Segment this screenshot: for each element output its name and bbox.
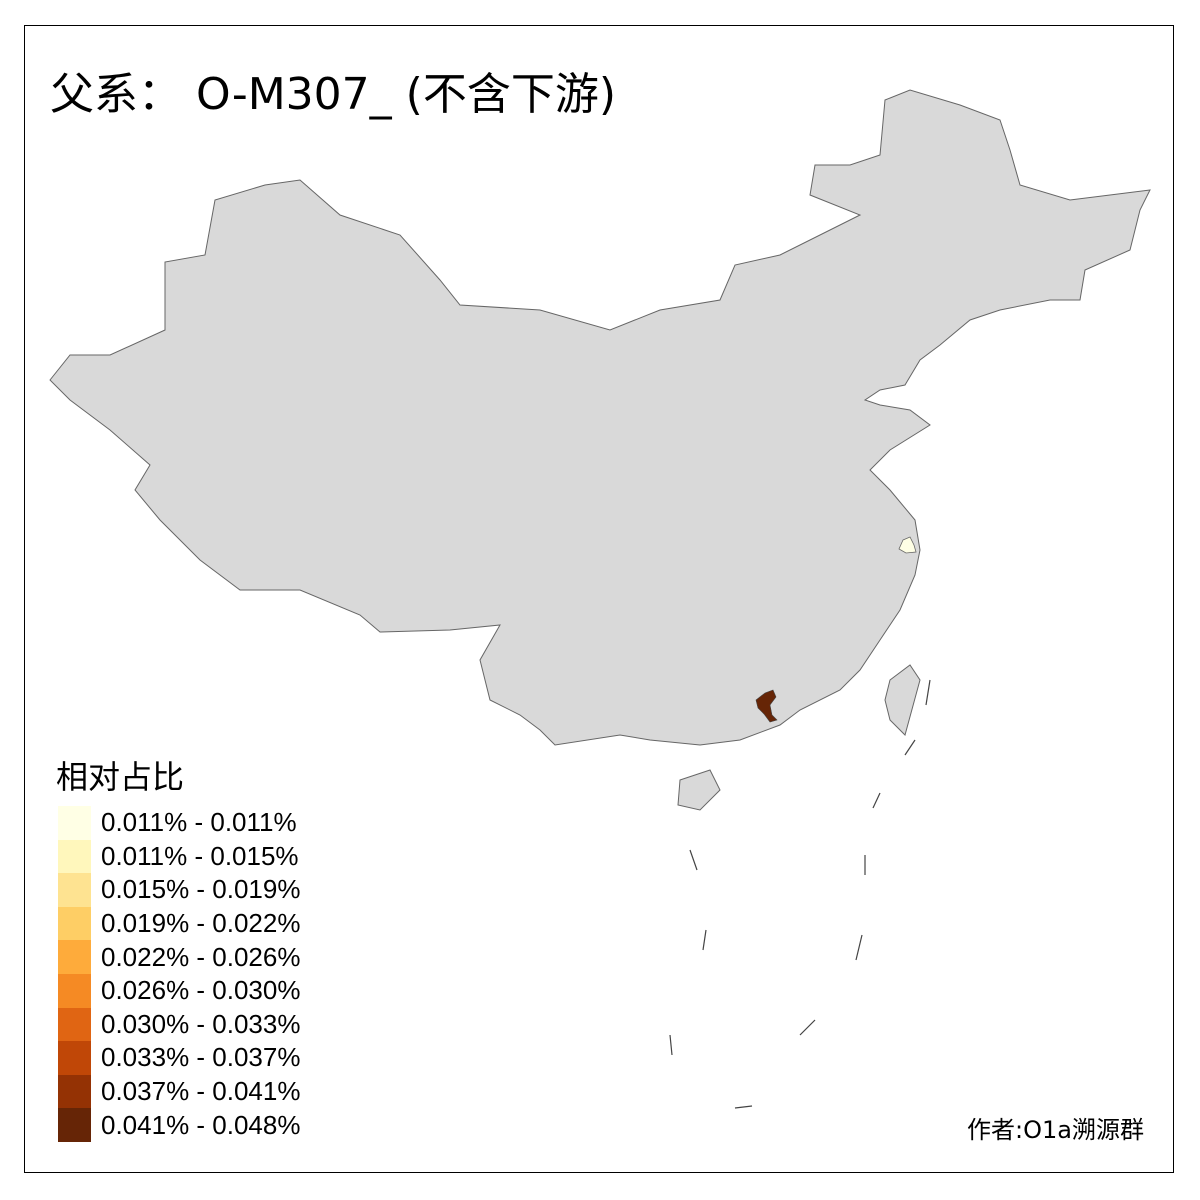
legend-swatch xyxy=(58,940,91,974)
legend-item: 0.019% - 0.022% xyxy=(58,906,301,941)
legend-item: 0.015% - 0.019% xyxy=(58,873,300,907)
legend-label: 0.037% - 0.041% xyxy=(101,1076,301,1107)
legend-item: 0.037% - 0.041% xyxy=(58,1074,301,1109)
legend-item: 0.011% - 0.015% xyxy=(58,839,300,874)
hainan-region xyxy=(677,769,721,811)
author-credit: 作者:O1a溯源群 xyxy=(967,1116,1144,1144)
legend-swatch xyxy=(58,906,91,941)
taiwan-region xyxy=(884,664,921,736)
legend-label: 0.011% - 0.015% xyxy=(101,840,299,871)
legend-label: 0.011% - 0.011% xyxy=(101,807,297,838)
legend-swatch xyxy=(58,806,91,840)
legend-swatch xyxy=(58,1041,91,1075)
legend-label: 0.019% - 0.022% xyxy=(101,908,301,939)
south-china-sea-islands xyxy=(669,679,931,1109)
plot-frame xyxy=(24,25,1174,1173)
map-title: 父系： O-M307_ (不含下游) xyxy=(50,69,616,120)
legend-label: 0.041% - 0.048% xyxy=(101,1109,301,1140)
legend-swatch xyxy=(58,973,91,1008)
highlighted-region-light xyxy=(898,536,917,554)
legend-item: 0.033% - 0.037% xyxy=(58,1041,300,1075)
legend-swatch xyxy=(58,839,91,874)
legend-label: 0.026% - 0.030% xyxy=(101,975,301,1006)
legend-item: 0.041% - 0.048% xyxy=(58,1108,300,1142)
legend-label: 0.015% - 0.019% xyxy=(101,874,301,905)
legend-item: 0.026% - 0.030% xyxy=(58,973,301,1008)
legend-item: 0.022% - 0.026% xyxy=(58,940,300,974)
legend-title: 相对占比 xyxy=(56,758,185,796)
legend-item: 0.011% - 0.011% xyxy=(58,806,300,840)
legend-label: 0.033% - 0.037% xyxy=(101,1042,301,1073)
legend-label: 0.030% - 0.033% xyxy=(101,1008,301,1039)
legend-item: 0.030% - 0.033% xyxy=(58,1007,301,1042)
legend: 0.011% - 0.011% 0.011% - 0.015% 0.015% - 0… xyxy=(58,806,300,1142)
legend-swatch xyxy=(58,1074,91,1109)
highlighted-region-dark xyxy=(755,689,778,723)
legend-swatch xyxy=(58,1108,91,1142)
mainland-region xyxy=(49,89,1151,746)
legend-swatch xyxy=(58,873,91,907)
legend-label: 0.022% - 0.026% xyxy=(101,941,301,972)
legend-swatch xyxy=(58,1007,91,1042)
